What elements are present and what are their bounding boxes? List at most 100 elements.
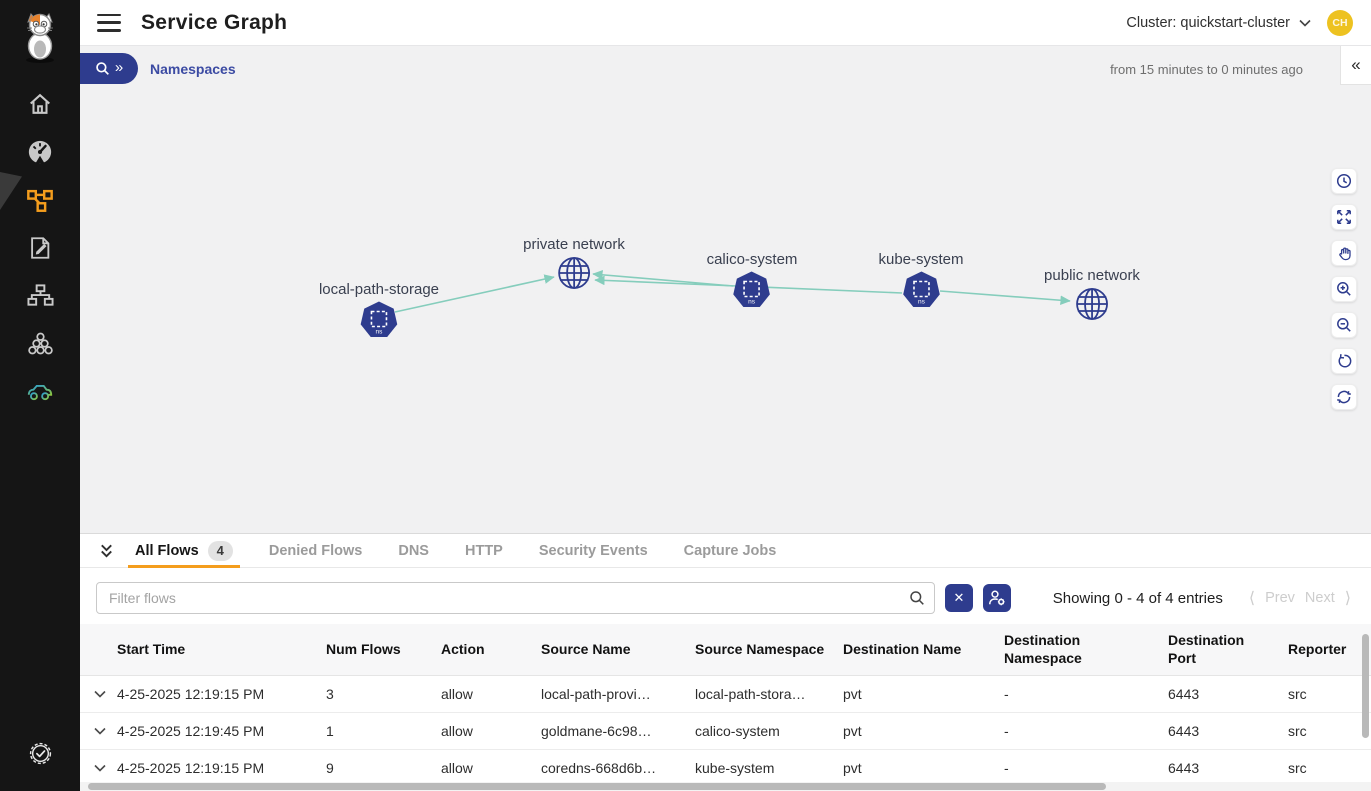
expand-search-icon: » <box>114 59 124 76</box>
tab-denied-flows[interactable]: Denied Flows <box>269 534 362 567</box>
sidebar-item-policies[interactable] <box>26 234 54 262</box>
table-row[interactable]: 4-25-2025 12:19:45 PM 1 allow goldmane-6… <box>80 713 1371 750</box>
cell-reporter: src <box>1288 723 1307 739</box>
menu-toggle-button[interactable] <box>97 13 121 32</box>
sidebar-item-home[interactable] <box>26 90 54 118</box>
node-label: local-path-storage <box>318 281 440 298</box>
cell-destination-port: 6443 <box>1168 760 1200 776</box>
cell-destination-port: 6443 <box>1168 723 1200 739</box>
panel-collapse-button[interactable] <box>98 543 115 559</box>
cell-destination-name: pvt <box>843 686 862 702</box>
cell-reporter: src <box>1288 686 1307 702</box>
tab-capture-jobs[interactable]: Capture Jobs <box>684 534 777 567</box>
svg-text:ns: ns <box>376 329 384 336</box>
graph-search-button[interactable]: » <box>80 53 138 84</box>
column-header[interactable]: Action <box>441 640 485 657</box>
filter-flows-input[interactable] <box>96 582 935 614</box>
sidebar-item-network[interactable] <box>26 282 54 310</box>
pan-tool-button[interactable] <box>1331 240 1357 266</box>
cell-action: allow <box>441 760 473 776</box>
svg-text:ns: ns <box>749 299 757 306</box>
breadcrumb-namespaces[interactable]: Namespaces <box>150 61 236 77</box>
cell-source-name: goldmane-6c98… <box>541 723 652 739</box>
refresh-icon <box>1337 390 1351 404</box>
column-header[interactable]: Start Time <box>117 640 186 657</box>
tab-all-flows[interactable]: All Flows 4 <box>128 534 240 568</box>
flows-table-header: Start Time Num Flows Action Source Name … <box>80 624 1371 676</box>
policies-icon <box>31 237 50 259</box>
vertical-scrollbar[interactable] <box>1362 630 1369 790</box>
tab-count-badge: 4 <box>207 540 233 561</box>
horizontal-scrollbar-thumb[interactable] <box>88 783 1106 790</box>
cluster-nodes-icon <box>27 332 53 355</box>
table-row[interactable]: 4-25-2025 12:19:15 PM 3 allow local-path… <box>80 676 1371 713</box>
graph-node-kube-system[interactable]: kube-system ns <box>878 251 964 310</box>
row-expander[interactable] <box>80 690 112 698</box>
fit-to-screen-button[interactable] <box>1331 204 1357 230</box>
cell-destination-name: pvt <box>843 760 862 776</box>
sidebar-item-dashboard[interactable] <box>26 138 54 166</box>
time-settings-button[interactable] <box>1331 168 1357 194</box>
cluster-selector[interactable]: Cluster: quickstart-cluster <box>1126 15 1311 31</box>
refresh-button[interactable] <box>1331 384 1357 410</box>
globe-icon <box>558 257 590 289</box>
flows-panel: All Flows 4 Denied Flows DNS HTTP Securi… <box>80 533 1371 791</box>
service-graph-canvas[interactable]: local-path-storage ns private network ca… <box>80 90 1371 533</box>
column-header[interactable]: Reporter <box>1288 640 1347 657</box>
flows-table: Start Time Num Flows Action Source Name … <box>80 624 1371 787</box>
expand-icon <box>1337 210 1351 224</box>
clear-filter-button[interactable]: ✕ <box>945 584 973 612</box>
row-expander[interactable] <box>80 727 112 735</box>
sidebar-footer <box>0 739 80 767</box>
sidebar-item-vehicle[interactable] <box>26 378 54 406</box>
prev-button[interactable]: Prev <box>1265 590 1295 606</box>
next-chevron-icon: ⟩ <box>1344 590 1351 607</box>
graph-node-private-network[interactable]: private network <box>523 236 625 291</box>
page-title: Service Graph <box>141 10 288 34</box>
cell-start-time: 4-25-2025 12:19:45 PM <box>117 723 265 739</box>
cell-destination-name: pvt <box>843 723 862 739</box>
cell-num-flows: 1 <box>326 723 334 739</box>
graph-node-public-network[interactable]: public network <box>1044 267 1140 322</box>
sidebar-item-compliance[interactable] <box>26 739 54 767</box>
graph-node-calico-system[interactable]: calico-system ns <box>707 251 797 310</box>
column-header[interactable]: Destination Port <box>1168 632 1245 666</box>
header-right: Cluster: quickstart-cluster CH <box>1126 9 1371 36</box>
column-header[interactable]: Source Name <box>541 640 631 657</box>
column-header[interactable]: Destination Name <box>843 640 962 657</box>
tab-http[interactable]: HTTP <box>465 534 503 567</box>
undo-icon <box>1338 354 1352 368</box>
horizontal-scrollbar[interactable] <box>80 782 1371 791</box>
user-settings-button[interactable] <box>983 584 1011 612</box>
network-sitemap-icon <box>26 284 54 306</box>
tab-security-events[interactable]: Security Events <box>539 534 648 567</box>
prev-chevron-icon: ⟨ <box>1248 590 1256 607</box>
vertical-scrollbar-thumb[interactable] <box>1362 634 1369 738</box>
next-button[interactable]: Next <box>1304 590 1335 606</box>
zoom-in-icon <box>1337 282 1351 296</box>
tab-dns[interactable]: DNS <box>398 534 429 567</box>
cell-reporter: src <box>1288 760 1307 776</box>
avatar[interactable]: CH <box>1327 9 1353 36</box>
column-header[interactable]: Source Namespace <box>695 640 825 657</box>
reset-view-button[interactable] <box>1331 348 1357 374</box>
sidebar-item-cluster[interactable] <box>26 330 54 358</box>
flows-filter-row: ✕ Showing 0 - 4 of 4 entries ⟨ Prev Next… <box>80 568 1371 624</box>
table-row[interactable]: 4-25-2025 12:19:15 PM 9 allow coredns-66… <box>80 750 1371 787</box>
cell-destination-port: 6443 <box>1168 686 1200 702</box>
row-expander[interactable] <box>80 764 112 772</box>
column-header[interactable]: Destination Namespace <box>1004 632 1082 666</box>
tab-label: Capture Jobs <box>683 542 777 559</box>
zoom-out-button[interactable] <box>1331 312 1357 338</box>
calico-cat-logo <box>26 13 54 63</box>
namespace-icon: ns <box>360 301 398 337</box>
right-panel-toggle[interactable]: « <box>1340 46 1371 85</box>
chevron-down-icon <box>94 690 106 698</box>
graph-node-local-path-storage[interactable]: local-path-storage ns <box>319 281 439 340</box>
pagination: ⟨ Prev Next ⟩ <box>1249 588 1357 608</box>
column-header[interactable]: Num Flows <box>326 640 401 657</box>
sidebar-item-service-graph[interactable] <box>26 186 54 214</box>
zoom-in-button[interactable] <box>1331 276 1357 302</box>
cell-source-name: coredns-668d6b… <box>541 760 657 776</box>
flows-tabs: All Flows 4 Denied Flows DNS HTTP Securi… <box>80 534 1371 568</box>
